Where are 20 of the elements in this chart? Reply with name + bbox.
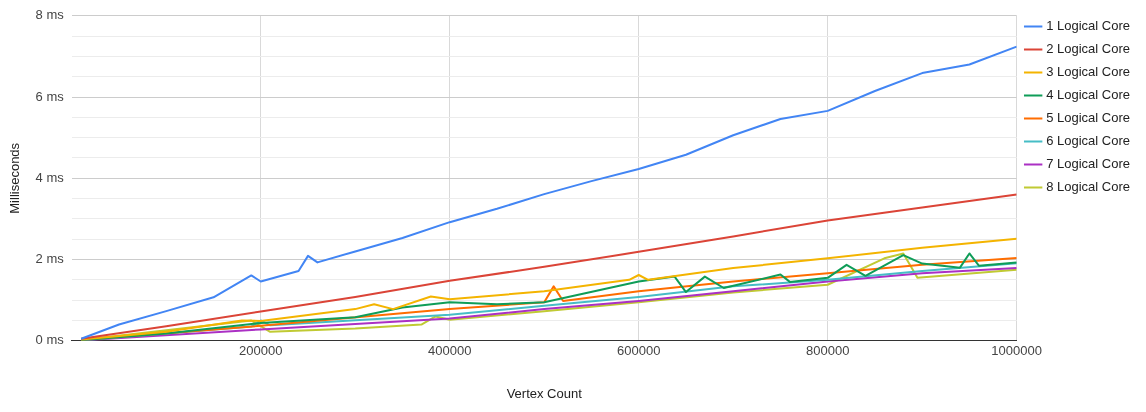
legend-label: 7 Logical Core <box>1046 156 1130 172</box>
x-axis-title: Vertex Count <box>506 385 583 401</box>
x-tick-label: 400000 <box>428 343 472 359</box>
x-tick-label: 1000000 <box>991 343 1042 359</box>
legend-label: 1 Logical Core <box>1046 18 1130 34</box>
legend-label: 3 Logical Core <box>1046 64 1130 80</box>
legend-label: 8 Logical Core <box>1046 179 1130 195</box>
y-tick-label: 6 ms <box>35 88 65 104</box>
y-tick-label: 2 ms <box>35 251 65 267</box>
y-axis-title: Milliseconds <box>7 142 23 214</box>
y-tick-label: 4 ms <box>35 169 65 185</box>
legend-label: 5 Logical Core <box>1046 110 1130 126</box>
y-tick-label: 0 ms <box>35 332 65 348</box>
y-tick-label: 8 ms <box>35 7 65 23</box>
x-tick-label: 800000 <box>806 343 850 359</box>
legend-label: 4 Logical Core <box>1046 87 1130 103</box>
x-tick-label: 600000 <box>617 343 661 359</box>
legend-label: 2 Logical Core <box>1046 41 1130 57</box>
x-tick-label: 200000 <box>239 343 283 359</box>
legend-label: 6 Logical Core <box>1046 133 1130 149</box>
